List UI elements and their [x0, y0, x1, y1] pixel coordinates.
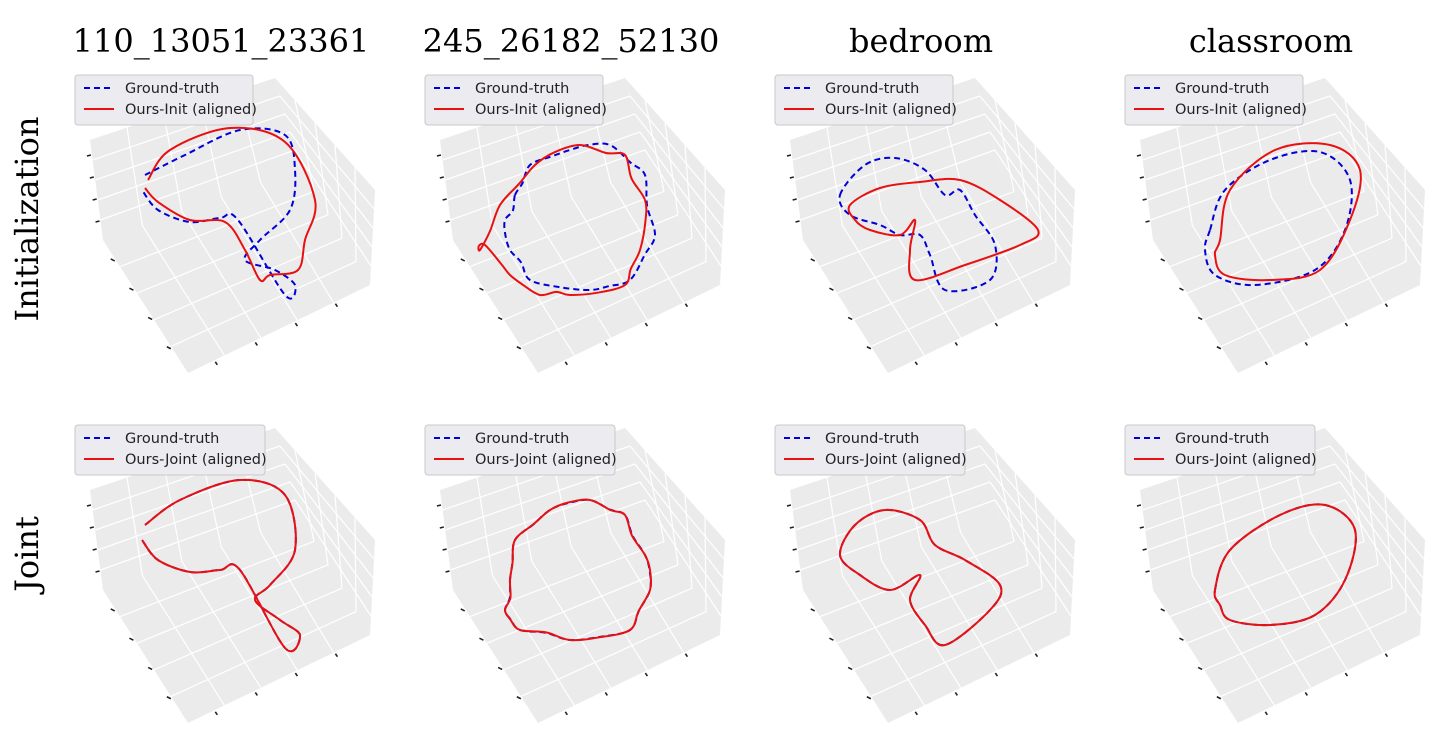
ours-trajectory: [1213, 503, 1357, 627]
axis-ticks: [1136, 504, 1389, 716]
chart-panel: Ground-truth Ours-Init (aligned): [70, 70, 420, 390]
legend: Ground-truth Ours-Joint (aligned): [774, 424, 967, 476]
floor-pane: [803, 518, 1070, 723]
floor-pane: [1153, 168, 1420, 373]
chart-panel: Ground-truth Ours-Init (aligned): [1120, 70, 1450, 390]
trajectory-plot: Ground-truth Ours-Joint (aligned): [424, 424, 725, 723]
axis-ticks: [786, 504, 1039, 716]
legend-label-ours: Ours-Init (aligned): [1175, 102, 1307, 118]
legend-label-ours: Ours-Joint (aligned): [1175, 452, 1317, 468]
legend-label-ground-truth: Ground-truth: [825, 81, 919, 97]
axis-ticks: [436, 154, 689, 366]
axis-ticks: [436, 504, 689, 716]
trajectory-plot: Ground-truth Ours-Init (aligned): [774, 74, 1075, 373]
legend-label-ground-truth: Ground-truth: [825, 431, 919, 447]
chart-panel: Ground-truth Ours-Joint (aligned): [420, 420, 770, 740]
legend: Ground-truth Ours-Init (aligned): [424, 74, 607, 126]
trajectory-plot: Ground-truth Ours-Joint (aligned): [74, 424, 375, 723]
ours-trajectory: [477, 143, 648, 297]
legend: Ground-truth Ours-Joint (aligned): [424, 424, 617, 476]
legend-label-ground-truth: Ground-truth: [475, 81, 569, 97]
legend-label-ground-truth: Ground-truth: [475, 431, 569, 447]
chart-panel: Ground-truth Ours-Joint (aligned): [1120, 420, 1450, 740]
floor-pane: [453, 518, 720, 723]
trajectory-plot: Ground-truth Ours-Init (aligned): [424, 74, 725, 373]
legend: Ground-truth Ours-Init (aligned): [774, 74, 957, 126]
chart-panel: Ground-truth Ours-Joint (aligned): [770, 420, 1120, 740]
legend-label-ours: Ours-Joint (aligned): [125, 452, 267, 468]
axis-ticks: [786, 154, 1039, 366]
legend-label-ground-truth: Ground-truth: [125, 431, 219, 447]
legend: Ground-truth Ours-Joint (aligned): [74, 424, 267, 476]
chart-panel: Ground-truth Ours-Init (aligned): [770, 70, 1120, 390]
ours-trajectory: [1213, 142, 1362, 282]
gridlines: [442, 90, 725, 356]
legend: Ground-truth Ours-Joint (aligned): [1124, 424, 1317, 476]
legend-label-ours: Ours-Joint (aligned): [475, 452, 617, 468]
column-title-1: 110_13051_23361: [72, 22, 370, 60]
ours-trajectory: [503, 498, 653, 642]
ground-truth-trajectory: [838, 156, 998, 293]
gridlines: [792, 440, 1075, 706]
legend-label-ground-truth: Ground-truth: [1175, 81, 1269, 97]
gridlines: [1142, 90, 1425, 356]
trajectory-plot: Ground-truth Ours-Joint (aligned): [774, 424, 1075, 723]
floor-pane: [103, 168, 370, 373]
trajectory-plot: Ground-truth Ours-Init (aligned): [74, 74, 375, 373]
trajectory-plot: Ground-truth Ours-Init (aligned): [1124, 74, 1425, 373]
legend-label-ground-truth: Ground-truth: [125, 81, 219, 97]
ground-truth-trajectory: [503, 142, 657, 292]
legend-label-ours: Ours-Init (aligned): [125, 102, 257, 118]
chart-panel: Ground-truth Ours-Init (aligned): [420, 70, 770, 390]
row-label-initialization: Initialization: [8, 116, 46, 322]
legend-label-ours: Ours-Joint (aligned): [825, 452, 967, 468]
floor-pane: [803, 168, 1070, 373]
legend: Ground-truth Ours-Init (aligned): [1124, 74, 1307, 126]
axis-ticks: [1136, 154, 1389, 366]
axis-ticks: [86, 154, 339, 366]
legend-label-ground-truth: Ground-truth: [1175, 431, 1269, 447]
row-label-joint: Joint: [8, 516, 46, 592]
floor-pane: [103, 518, 370, 723]
legend: Ground-truth Ours-Init (aligned): [74, 74, 257, 126]
axis-ticks: [86, 504, 339, 716]
legend-label-ours: Ours-Init (aligned): [825, 102, 957, 118]
ours-trajectory: [144, 126, 317, 283]
trajectory-plot: Ground-truth Ours-Joint (aligned): [1124, 424, 1425, 723]
column-title-3: bedroom: [848, 22, 994, 60]
ours-trajectory: [838, 508, 1003, 647]
floor-pane: [453, 168, 720, 373]
legend-label-ours: Ours-Init (aligned): [475, 102, 607, 118]
ours-trajectory: [141, 478, 302, 653]
column-title-2: 245_26182_52130: [422, 22, 720, 60]
column-title-4: classroom: [1188, 22, 1354, 60]
chart-panel: Ground-truth Ours-Joint (aligned): [70, 420, 420, 740]
ours-trajectory: [847, 177, 1040, 282]
gridlines: [792, 90, 1075, 356]
